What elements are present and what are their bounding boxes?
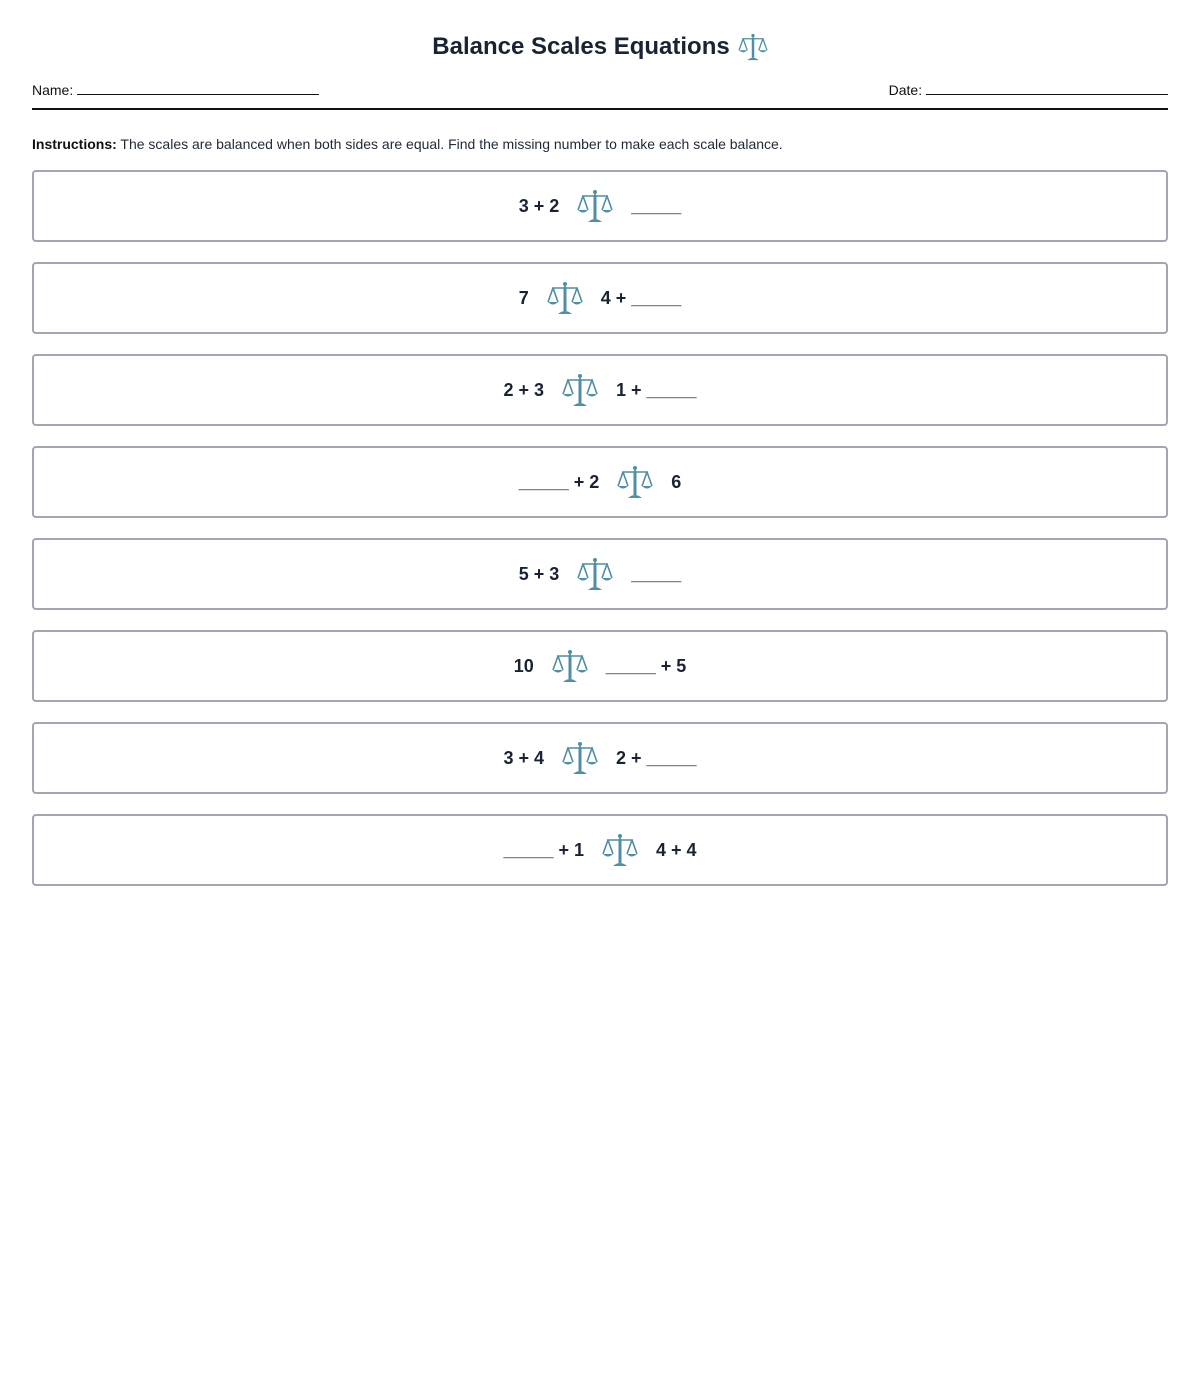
instructions-text: The scales are balanced when both sides … bbox=[116, 136, 783, 152]
right-side[interactable]: _____ bbox=[631, 195, 682, 216]
left-side[interactable]: 10 bbox=[513, 655, 534, 676]
right-side[interactable]: 6 bbox=[671, 471, 682, 492]
right-side[interactable]: _____ + 5 bbox=[605, 655, 687, 676]
name-date-row: Name: Date: bbox=[32, 82, 1168, 110]
name-line[interactable] bbox=[77, 94, 320, 95]
balance-scale-icon bbox=[602, 833, 638, 867]
right-side[interactable]: 1 + _____ bbox=[615, 379, 697, 400]
problem-box: 3 + 2 _____ bbox=[32, 170, 1168, 242]
left-side[interactable]: _____ + 1 bbox=[503, 839, 585, 860]
balance-scale-icon bbox=[562, 741, 598, 775]
balance-scale-icon bbox=[562, 373, 598, 407]
title-text: Balance Scales Equations bbox=[432, 33, 730, 60]
problem-box: 3 + 4 2 + _____ bbox=[32, 722, 1168, 794]
instructions: Instructions: The scales are balanced wh… bbox=[32, 136, 1168, 152]
balance-scale-icon bbox=[547, 281, 583, 315]
left-side[interactable]: _____ + 2 bbox=[518, 471, 600, 492]
balance-scale-icon bbox=[577, 189, 613, 223]
left-side[interactable]: 3 + 2 bbox=[518, 195, 560, 216]
page-title: Balance Scales Equations bbox=[32, 0, 1168, 62]
problem-box: _____ + 1 4 + 4 bbox=[32, 814, 1168, 886]
name-label: Name: bbox=[32, 82, 74, 98]
left-side[interactable]: 7 bbox=[518, 287, 529, 308]
instructions-label: Instructions: bbox=[32, 136, 117, 152]
date-field[interactable]: Date: bbox=[889, 82, 1168, 98]
balance-scale-icon bbox=[738, 33, 768, 61]
balance-scale-icon bbox=[577, 557, 613, 591]
balance-scale-icon bbox=[617, 465, 653, 499]
right-side[interactable]: _____ bbox=[631, 563, 682, 584]
right-side[interactable]: 4 + 4 bbox=[656, 839, 697, 860]
name-field[interactable]: Name: bbox=[32, 82, 320, 98]
left-side[interactable]: 2 + 3 bbox=[503, 379, 544, 400]
right-side[interactable]: 2 + _____ bbox=[615, 747, 697, 768]
problem-box: 5 + 3 _____ bbox=[32, 538, 1168, 610]
problem-box: 7 4 + _____ bbox=[32, 262, 1168, 334]
problem-box: _____ + 2 6 bbox=[32, 446, 1168, 518]
balance-scale-icon bbox=[552, 649, 588, 683]
problem-box: 2 + 3 1 + _____ bbox=[32, 354, 1168, 426]
left-side[interactable]: 3 + 4 bbox=[503, 747, 544, 768]
date-label: Date: bbox=[888, 82, 923, 98]
left-side[interactable]: 5 + 3 bbox=[518, 563, 560, 584]
date-line[interactable] bbox=[926, 94, 1168, 95]
problem-list: 3 + 2 _____ 7 4 + _____ 2 + 3 1 + _____ ___… bbox=[32, 170, 1168, 886]
right-side[interactable]: 4 + _____ bbox=[600, 287, 682, 308]
problem-box: 10 _____ + 5 bbox=[32, 630, 1168, 702]
